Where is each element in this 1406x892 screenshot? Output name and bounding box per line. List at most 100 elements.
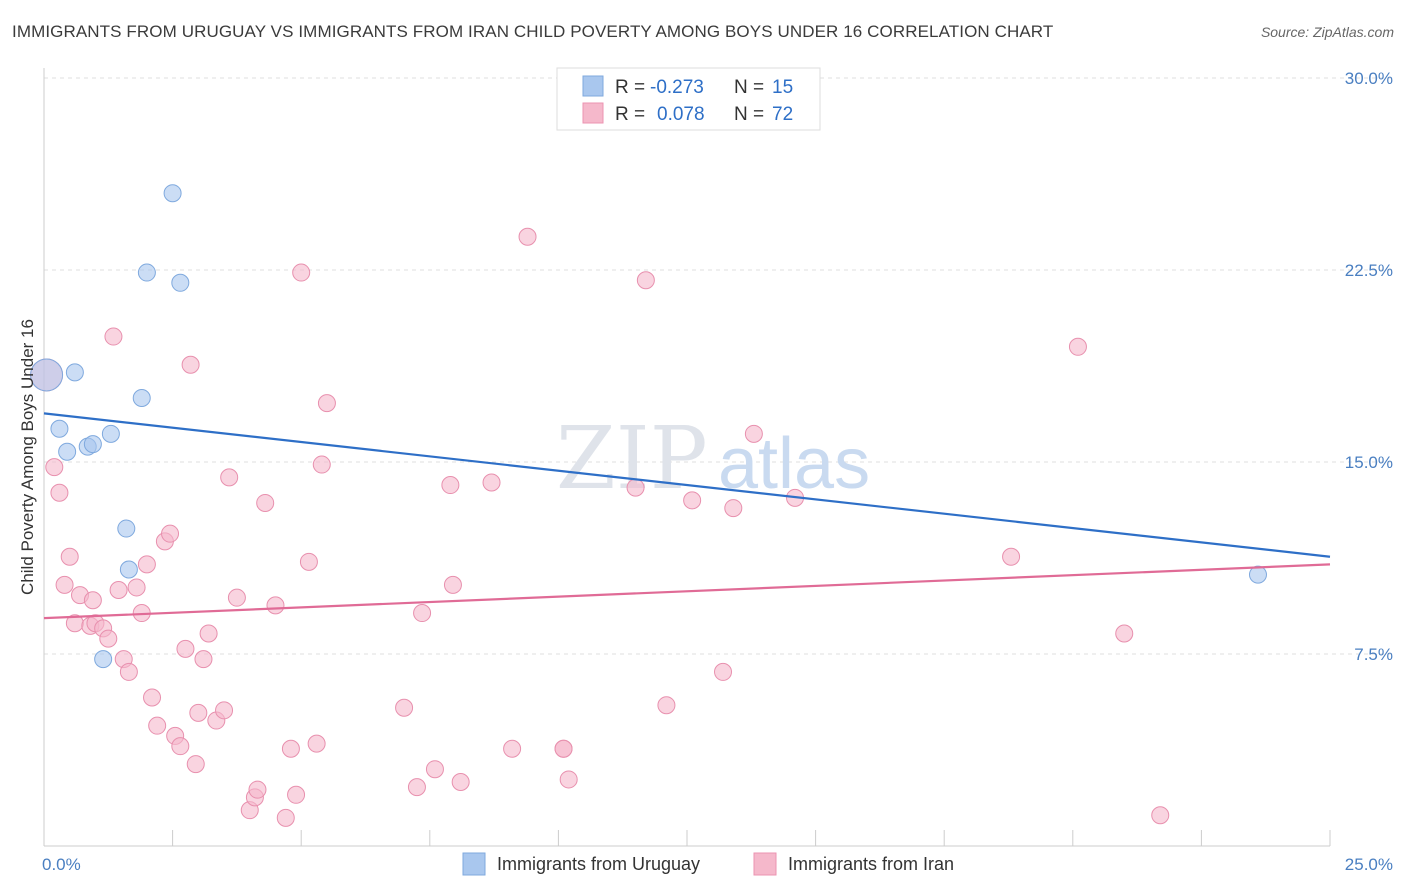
iran-point-24	[176, 639, 195, 658]
uruguay-point-14	[1248, 565, 1267, 584]
uruguay-point-8	[119, 560, 138, 579]
iran-point-71	[1115, 624, 1134, 643]
iran-point-36	[256, 493, 275, 512]
iran-point-48	[395, 698, 414, 717]
y-tick-label-1: 15.0%	[1345, 453, 1393, 472]
iran-point-53	[443, 575, 462, 594]
iran-point-42	[299, 552, 318, 571]
iran-point-63	[657, 696, 676, 715]
trend-line-iran	[43, 563, 1331, 620]
iran-point-3	[55, 575, 74, 594]
watermark: ZIP atlas	[556, 409, 870, 509]
legend-n-value-uruguay: 15	[772, 77, 793, 98]
source-label: Source: ZipAtlas.com	[1260, 24, 1394, 40]
iran-point-64	[683, 491, 702, 510]
chart-title: IMMIGRANTS FROM URUGUAY VS IMMIGRANTS FR…	[12, 22, 1054, 41]
legend-r-label-uruguay: R =	[615, 77, 645, 98]
iran-point-39	[281, 739, 300, 758]
iran-point-57	[518, 227, 537, 246]
iran-point-2	[50, 483, 69, 502]
uruguay-point-7	[117, 519, 136, 538]
iran-point-37	[266, 596, 285, 615]
legend-n-label-uruguay: N =	[734, 77, 764, 98]
iran-point-11	[99, 629, 118, 648]
iran-point-21	[161, 524, 180, 543]
iran-point-65	[714, 662, 733, 681]
uruguay-point-1	[50, 419, 69, 438]
legend-n-label-iran: N =	[734, 104, 764, 125]
iran-point-23	[171, 737, 190, 756]
series-legend-label-uruguay: Immigrants from Uruguay	[497, 854, 700, 874]
legend-swatch-iran	[582, 102, 604, 124]
iran-point-54	[451, 773, 470, 791]
series-legend-swatch-iran	[753, 852, 777, 876]
iran-point-44	[312, 455, 331, 474]
iran-point-15	[127, 578, 146, 597]
iran-point-72	[1151, 806, 1170, 825]
y-tick-labels: 7.5% 15.0% 22.5% 30.0%	[1345, 69, 1393, 664]
iran-point-8	[83, 591, 102, 610]
iran-point-12	[109, 581, 128, 599]
iran-point-47	[181, 355, 200, 374]
y-tick-label-2: 22.5%	[1345, 261, 1393, 280]
grid-lines	[44, 77, 1392, 655]
series-iran-points	[30, 227, 1170, 827]
uruguay-point-10	[132, 389, 151, 407]
iran-point-32	[227, 588, 246, 607]
uruguay-point-3	[65, 363, 84, 382]
uruguay-point-11	[137, 263, 156, 282]
uruguay-point-12	[163, 184, 182, 203]
uruguay-point-9	[94, 650, 113, 669]
legend-r-value-uruguay: -0.273	[650, 77, 704, 98]
iran-point-56	[503, 739, 522, 758]
y-tick-label-0: 7.5%	[1354, 645, 1393, 664]
uruguay-point-0	[30, 358, 64, 392]
legend-r-label-iran: R =	[615, 104, 645, 125]
x-tick-labels: 0.0% 25.0%	[42, 855, 1393, 874]
uruguay-point-5	[83, 435, 102, 454]
iran-point-43	[307, 734, 326, 753]
iran-point-51	[425, 760, 444, 779]
iran-point-26	[189, 703, 208, 722]
iran-point-14	[119, 662, 138, 681]
iran-point-38	[276, 808, 295, 827]
iran-point-28	[199, 624, 218, 643]
x-axis-ticks	[43, 830, 1331, 846]
uruguay-point-13	[171, 273, 190, 292]
legend-n-value-iran: 72	[772, 104, 793, 125]
iran-point-60	[559, 770, 578, 789]
uruguay-point-2	[58, 442, 77, 461]
iran-point-59	[554, 739, 573, 758]
iran-point-46	[104, 327, 123, 346]
legend-r-value-iran: 0.078	[657, 104, 705, 125]
iran-point-66	[724, 499, 743, 518]
iran-point-67	[744, 424, 763, 443]
iran-point-4	[60, 547, 79, 566]
iran-point-70	[1068, 337, 1087, 356]
x-tick-label-1: 25.0%	[1345, 855, 1393, 874]
iran-point-27	[194, 650, 213, 669]
trend-lines	[43, 412, 1331, 620]
iran-point-25	[186, 755, 205, 774]
series-legend: Immigrants from Uruguay Immigrants from …	[462, 852, 954, 876]
y-axis-label: Child Poverty Among Boys Under 16	[18, 319, 37, 595]
iran-point-62	[636, 271, 655, 290]
iran-point-40	[287, 785, 306, 804]
iran-point-17	[137, 555, 156, 574]
stats-legend: R = -0.273 N = 15 R = 0.078 N = 72	[556, 67, 821, 131]
iran-point-1	[45, 458, 64, 477]
iran-point-31	[220, 468, 239, 487]
series-legend-swatch-uruguay	[462, 852, 486, 876]
iran-point-18	[143, 688, 162, 707]
legend-swatch-uruguay	[582, 75, 604, 97]
trend-line-uruguay	[43, 412, 1331, 558]
x-tick-label-0: 0.0%	[42, 855, 81, 874]
series-legend-label-iran: Immigrants from Iran	[788, 854, 954, 874]
iran-point-55	[482, 473, 501, 492]
iran-point-41	[292, 263, 311, 282]
iran-point-19	[148, 716, 167, 735]
iran-point-61	[626, 478, 645, 497]
iran-point-50	[413, 604, 432, 623]
iran-point-49	[407, 778, 426, 797]
